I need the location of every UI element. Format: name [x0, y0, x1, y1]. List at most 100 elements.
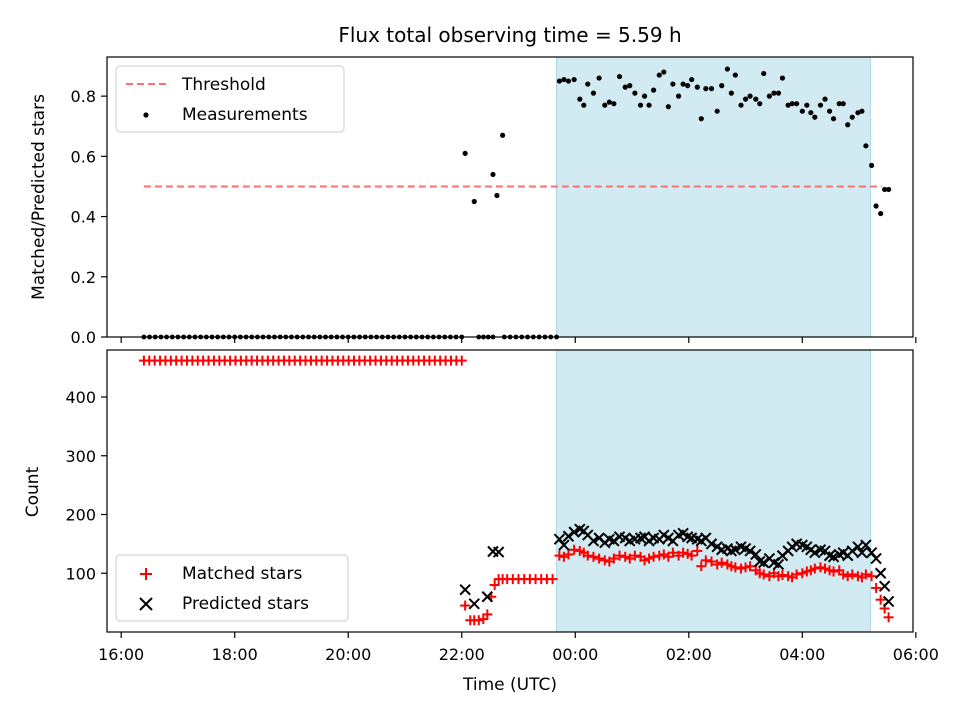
top-y-tick-label: 0.6 — [71, 147, 96, 166]
measurement-point — [757, 101, 763, 107]
measurement-point — [494, 192, 500, 199]
matched-star-point — [828, 566, 839, 577]
matched-star-point — [740, 562, 751, 573]
observing-window-shade-bottom — [556, 349, 871, 633]
legend-matched-label: Matched stars — [182, 564, 302, 584]
measurement-point — [863, 143, 869, 149]
matched-star-point — [745, 561, 756, 572]
matched-star-point — [594, 553, 605, 564]
matched-star-point — [614, 550, 625, 561]
measurement-point — [794, 101, 800, 107]
measurement-point — [779, 75, 786, 81]
measurement-point — [685, 83, 691, 89]
measurement-point — [708, 86, 715, 92]
predicted-star-point — [882, 595, 895, 608]
predicted-star-point — [459, 583, 471, 596]
matched-star-point — [809, 563, 820, 574]
matched-star-point — [838, 569, 849, 580]
measurement-point — [656, 72, 662, 78]
measurement-point — [771, 90, 777, 96]
legend-matched-swatch — [140, 568, 152, 580]
measurement-point — [585, 81, 591, 87]
matched-star-point — [712, 559, 723, 570]
matched-star-point — [686, 550, 697, 561]
measurement-point — [719, 83, 725, 89]
matched-star-point — [730, 562, 741, 573]
bottom-axes: 100 200 300 400 16:00 18:00 20:00 22:00 00:00 02:… — [65, 349, 939, 664]
matched-star-point — [875, 594, 886, 605]
measurement-point — [632, 90, 638, 96]
measurement-point — [571, 76, 577, 83]
measurement-point — [670, 81, 676, 87]
matched-star-point — [582, 550, 593, 561]
predicted-star-point — [874, 567, 887, 579]
predicted-star-point — [725, 545, 738, 557]
measurement-point — [822, 96, 828, 102]
measurement-point — [596, 75, 602, 81]
measurement-point — [761, 70, 767, 77]
matched-star-point — [860, 569, 871, 580]
legend-predicted-swatch — [139, 597, 153, 611]
measurement-point — [728, 90, 734, 96]
bottom-y-tick-label: 300 — [65, 447, 96, 466]
chart-title: Flux total observing time = 5.59 h — [338, 23, 681, 47]
measurement-point — [561, 76, 567, 83]
measurement-point — [845, 122, 851, 128]
measurement-point — [627, 83, 633, 89]
matched-star-point — [639, 555, 650, 566]
measurement-point — [775, 90, 782, 96]
matched-star-point — [648, 551, 659, 562]
legend-threshold-label: Threshold — [181, 75, 266, 95]
measurement-point — [855, 110, 861, 116]
measurement-point — [873, 203, 879, 209]
bottom-legend: Matched stars Predicted stars — [115, 554, 349, 622]
measurement-point — [808, 110, 814, 116]
measurement-point — [826, 108, 833, 114]
predicted-star-point — [754, 555, 766, 568]
x-axis-label: Time (UTC) — [462, 675, 557, 695]
measurement-point — [698, 116, 704, 122]
x-tick-label: 06:00 — [893, 645, 939, 664]
measurement-point — [661, 69, 667, 75]
predicted-star-point — [758, 556, 770, 569]
predicted-star-point — [634, 532, 647, 544]
measurement-point — [742, 96, 749, 102]
measurement-point — [849, 114, 855, 120]
matched-star-point — [777, 570, 788, 581]
measurement-point — [878, 210, 884, 217]
measurement-point — [859, 108, 865, 114]
top-legend: Threshold Measurements — [115, 65, 345, 133]
measurement-point — [882, 186, 888, 193]
measurement-point — [714, 108, 720, 114]
measurement-point — [611, 101, 617, 107]
measurement-point — [703, 86, 709, 92]
x-tick-label: 00:00 — [552, 645, 598, 664]
bottom-plot-frame — [106, 349, 914, 633]
measurement-point — [581, 102, 587, 108]
matched-star-point — [460, 600, 471, 611]
predicted-star-point — [823, 549, 836, 562]
matched-star-point — [667, 547, 678, 558]
measurement-point — [680, 81, 686, 87]
predicted-star-point — [492, 546, 505, 558]
measurement-point — [641, 93, 648, 99]
measurement-point — [738, 102, 744, 108]
predicted-star-point — [608, 535, 620, 547]
bottom-panel-counts: 100 200 300 400 16:00 18:00 20:00 22:00 00:00 02:… — [23, 349, 939, 695]
x-tick-label: 20:00 — [325, 645, 371, 664]
matched-star-point — [842, 571, 853, 582]
top-y-tick-label: 0.2 — [71, 268, 96, 287]
matched-star-point — [489, 580, 500, 590]
matched-star-point — [871, 582, 882, 593]
predicted-star-point — [568, 526, 580, 538]
measurement-point — [804, 102, 810, 108]
top-y-tick-label: 0.4 — [71, 208, 96, 227]
measurement-point — [556, 78, 562, 84]
measurement-point — [675, 93, 682, 99]
matched-star-point — [563, 549, 574, 560]
measurement-point — [590, 90, 597, 96]
measurement-point — [799, 108, 805, 114]
measurement-point — [651, 87, 657, 93]
matched-star-point — [569, 544, 580, 555]
